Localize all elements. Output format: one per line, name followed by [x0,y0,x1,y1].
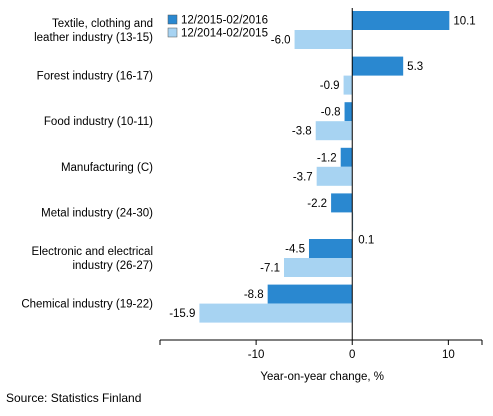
bar [267,284,353,304]
category-label-line: Manufacturing (C) [61,162,153,174]
category-label: Forest industry (16-17) [37,71,153,83]
legend-label: 12/2015-02/2016 [181,15,268,27]
x-tick-label: 0 [349,349,355,361]
bar [343,75,353,95]
data-label: 10.1 [453,16,475,28]
bar [352,11,450,30]
source-note: Source: Statistics Finland [6,391,142,405]
category-label: Metal industry (24-30) [41,207,153,219]
x-tick-label: -10 [248,349,265,361]
bar [316,166,353,186]
category-label-line: Forest industry (16-17) [37,71,153,83]
legend-swatch [167,27,178,38]
x-axis-label: Year-on-year change, % [260,371,384,383]
data-label: -0.9 [320,80,340,92]
data-label: 5.3 [407,61,423,73]
legend-swatch [167,14,178,25]
category-label: Electronic and electrical industry (26-27… [32,246,154,272]
bar [294,30,353,49]
legend-label: 12/2014-02/2015 [181,28,268,40]
data-label: -2.2 [307,198,327,210]
data-label: -1.2 [317,152,337,164]
bar [315,121,353,141]
data-label: -6.0 [271,35,291,47]
bars-group [199,11,450,323]
category-label: Manufacturing (C) [61,162,153,174]
axes-group: -10 0 10 Year-on-year change, % [159,8,483,383]
bar [344,102,353,122]
data-label: -3.7 [293,171,313,183]
data-label: -3.8 [292,126,312,138]
bar [331,193,353,213]
bar [308,239,353,258]
bar [340,147,353,167]
x-tick-label: 10 [442,349,455,361]
data-label: -8.8 [244,289,264,301]
category-label-line: Electronic and electrical [32,246,153,258]
category-label-line: Food industry (10-11) [44,116,153,128]
bar [283,258,353,277]
data-label: -15.9 [169,308,195,320]
data-label: -4.5 [285,244,305,256]
bar [352,56,404,76]
category-label-line: Chemical industry (19-22) [21,299,153,311]
data-label: -7.1 [260,263,280,275]
data-label: -0.8 [321,107,341,119]
bar [199,303,353,323]
category-label: Food industry (10-11) [44,116,153,128]
data-label: 0.1 [358,234,374,246]
labels-group: Textile, clothing and leather industry (1… [21,16,475,321]
category-label-line: industry (26-27) [72,260,153,272]
category-label: Chemical industry (19-22) [21,299,153,311]
category-label: Textile, clothing and leather industry (1… [34,18,153,44]
category-label-line: Textile, clothing and [52,18,153,30]
category-label-line: leather industry (13-15) [34,32,153,44]
category-label-line: Metal industry (24-30) [41,207,153,219]
